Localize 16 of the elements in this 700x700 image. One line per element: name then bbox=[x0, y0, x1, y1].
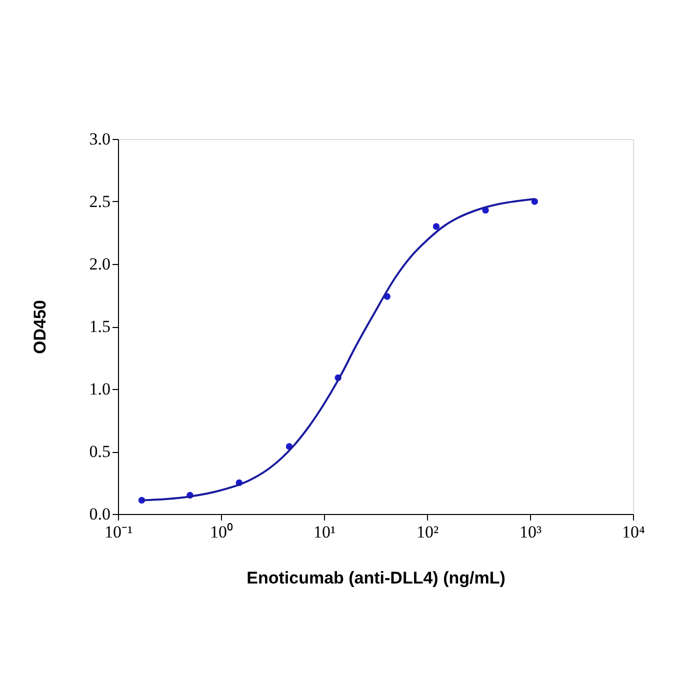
y-tick-label: 0.0 bbox=[89, 504, 110, 524]
y-axis-title: OD450 bbox=[30, 300, 50, 354]
x-tick-label: 10³ bbox=[519, 522, 542, 542]
x-tick-label: 10⁴ bbox=[622, 522, 646, 542]
y-tick-label: 1.0 bbox=[89, 380, 110, 398]
x-tick-label: 10¹ bbox=[313, 522, 336, 542]
point bbox=[432, 223, 440, 230]
y-tick-label: 3.0 bbox=[89, 130, 110, 148]
y-tick-label: 2.5 bbox=[89, 192, 110, 211]
x-axis-title: Enoticumab (anti-DLL4) (ng/mL) bbox=[246, 568, 506, 588]
x-tick-label: 10⁰ bbox=[210, 522, 233, 542]
y-tick-label: 1.5 bbox=[89, 317, 110, 336]
y-tick-label: 2.0 bbox=[89, 254, 110, 274]
x-tick-label: 10⁻¹ bbox=[104, 522, 133, 542]
x-tick-label: 10² bbox=[416, 522, 439, 542]
y-tick-label: 0.5 bbox=[89, 442, 110, 461]
